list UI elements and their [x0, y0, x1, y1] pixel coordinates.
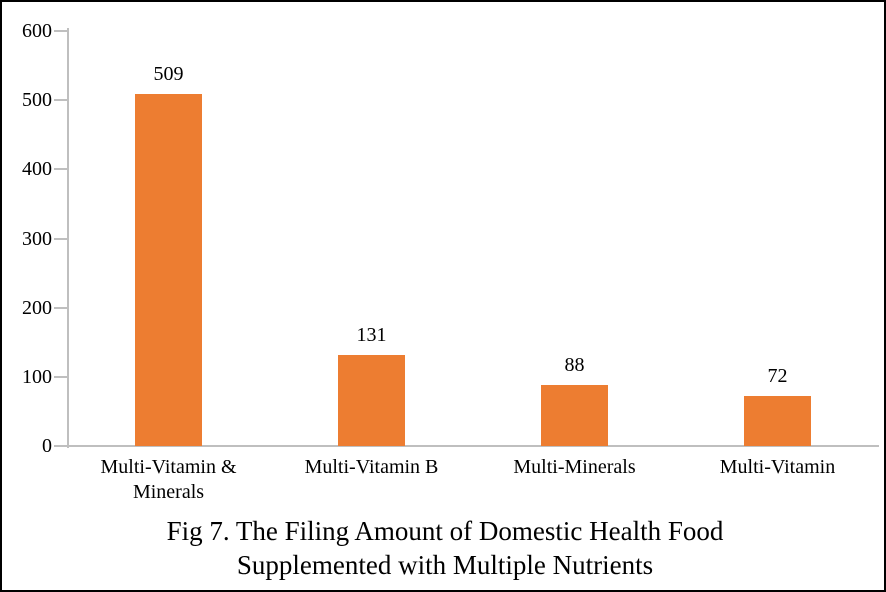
caption-line-2: Supplemented with Multiple Nutrients: [236, 550, 654, 580]
bar-multi-minerals: [541, 385, 608, 446]
y-axis-tick-label: 100: [22, 365, 52, 388]
y-tick-mark: [54, 168, 67, 171]
bar-value-label-multi-vitamin: 72: [767, 365, 788, 387]
y-tick-mark: [54, 30, 67, 32]
x-category-label-multi-minerals: Multi-Minerals: [513, 456, 636, 478]
y-tick-mark: [54, 375, 67, 378]
y-tick-mark: [54, 237, 67, 240]
y-axis-tick-label: 500: [22, 89, 52, 112]
caption-line-1: Fig 7. The Filing Amount of Domestic Hea…: [166, 516, 724, 546]
y-axis-tick-label: 0: [42, 435, 52, 457]
y-axis-tick-label: 600: [22, 20, 52, 42]
y-tick-mark: [54, 445, 67, 447]
y-tick-mark: [54, 99, 67, 102]
bar-multi-vitamin: [744, 396, 811, 446]
y-tick-mark: [54, 306, 67, 309]
y-axis-tick-label: 300: [22, 227, 52, 250]
figure-caption: Fig 7. The Filing Amount of Domestic Hea…: [2, 514, 884, 582]
y-axis-line: [67, 28, 69, 448]
x-category-label-multi-vitamin-minerals: Multi-Vitamin & Minerals: [100, 456, 237, 503]
bar-multi-vitamin-b: [338, 355, 405, 446]
bar-value-label-multi-minerals: 88: [564, 354, 585, 376]
x-category-label-multi-vitamin: Multi-Vitamin: [719, 456, 836, 478]
x-axis-line: [67, 445, 879, 447]
y-axis-tick-label: 400: [22, 158, 52, 181]
bar-value-label-multi-vitamin-b: 131: [356, 324, 387, 346]
bar-value-label-multi-vitamin-minerals: 509: [153, 63, 184, 85]
x-category-label-multi-vitamin-b: Multi-Vitamin B: [304, 456, 439, 478]
y-axis-tick-label: 200: [22, 296, 52, 319]
bar-multi-vitamin-minerals: [135, 94, 202, 446]
